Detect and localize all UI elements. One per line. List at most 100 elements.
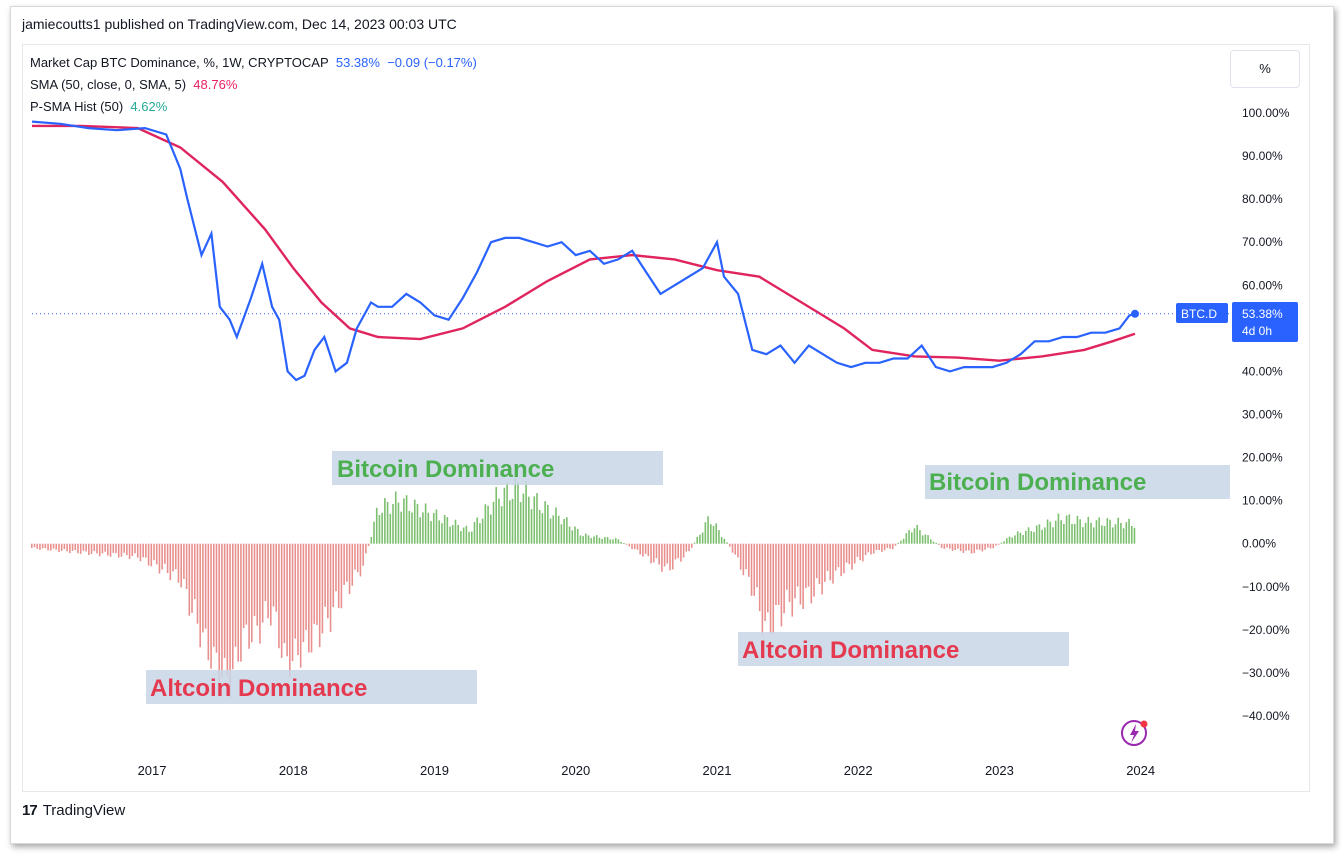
y-tick-label: 80.00% [1242, 192, 1283, 206]
histogram-bar [245, 543, 248, 625]
histogram-bar [468, 531, 470, 544]
histogram-bar [234, 543, 237, 647]
histogram-bar [807, 543, 810, 587]
histogram-bar [416, 503, 419, 544]
histogram-bar [193, 543, 196, 600]
histogram-bar [280, 543, 283, 658]
histogram-bar [590, 538, 593, 544]
publisher-line: jamiecoutts1 published on TradingView.co… [22, 16, 457, 32]
histogram-bar [625, 543, 628, 545]
histogram-bar [685, 543, 688, 552]
histogram-bar [96, 543, 98, 554]
chart-pane[interactable] [22, 44, 1310, 792]
histogram-bar [481, 518, 484, 544]
histogram-bar [473, 522, 476, 544]
histogram-bar [642, 543, 644, 557]
histogram-bar [242, 543, 245, 629]
tradingview-brand[interactable]: 17 TradingView [22, 802, 125, 819]
histogram-bar [862, 543, 864, 562]
percent-scale-button[interactable]: % [1230, 50, 1300, 88]
histogram-bar [633, 543, 636, 550]
histogram-bar [188, 543, 191, 616]
histogram-bar [346, 543, 348, 582]
x-tick-label: 2018 [279, 763, 308, 778]
histogram-bar [1000, 542, 1003, 544]
histogram-bar [77, 543, 79, 554]
histogram-bar [145, 543, 147, 558]
histogram-bar [1035, 525, 1038, 544]
histogram-bar [506, 482, 508, 544]
histogram-bar [541, 513, 544, 544]
histogram-bar [109, 543, 112, 557]
histogram-bar [709, 524, 712, 544]
histogram-bar [221, 543, 223, 678]
histogram-bar [405, 495, 408, 544]
histogram-bar [356, 543, 359, 573]
histogram-bar [579, 535, 582, 544]
histogram-bar [283, 543, 286, 644]
histogram-bar [305, 543, 307, 631]
histogram-bar [897, 542, 899, 544]
histogram-bar [731, 543, 734, 553]
y-tick-label: −10.00% [1242, 580, 1290, 594]
histogram-bar [351, 543, 354, 586]
histogram-bar [900, 540, 902, 544]
histogram-bar [1049, 521, 1052, 544]
histogram-bar [1109, 519, 1111, 544]
histogram-bar [628, 543, 631, 547]
legend-row-price[interactable]: Market Cap BTC Dominance, %, 1W, CRYPTOC… [30, 52, 477, 74]
histogram-bar [544, 501, 546, 544]
histogram-bar [864, 543, 867, 556]
histogram-bar [74, 543, 77, 551]
legend-hist-value: 4.62% [130, 99, 168, 114]
histogram-bar [126, 543, 128, 556]
histogram-bar [1095, 520, 1098, 544]
histogram-bar [1008, 536, 1011, 544]
histogram-bar [948, 543, 951, 549]
histogram-bar [867, 543, 870, 553]
histogram-bar [443, 515, 446, 544]
histogram-bar [1022, 535, 1024, 544]
histogram-bar [739, 543, 742, 570]
histogram-bar [31, 543, 33, 549]
histogram-bar [775, 543, 777, 606]
altcoin-dominance-box-2 [738, 632, 1069, 666]
histogram-bar [381, 512, 383, 544]
histogram-bar [552, 515, 555, 544]
histogram-bar [987, 543, 989, 548]
histogram-bar [264, 543, 267, 602]
histogram-bar [935, 542, 938, 544]
histogram-bar [989, 543, 992, 549]
histogram-bar [202, 543, 204, 633]
histogram-bar [451, 525, 454, 544]
histogram-bar [484, 504, 487, 544]
histogram-bar [503, 487, 506, 544]
histogram-bar [946, 543, 948, 548]
histogram-bar [1011, 537, 1014, 544]
histogram-bar [60, 543, 63, 551]
histogram-bar [813, 543, 815, 597]
histogram-bar [411, 512, 413, 544]
histogram-bar [957, 543, 959, 549]
histogram-bar [196, 543, 199, 624]
histogram-bar [85, 543, 87, 552]
lightning-icon[interactable] [1121, 720, 1148, 746]
histogram-bar [299, 543, 302, 668]
bitcoin-dominance-box-1 [332, 451, 663, 485]
legend-row-sma[interactable]: SMA (50, close, 0, SMA, 5) 48.76% [30, 74, 477, 96]
histogram-bar [1060, 520, 1062, 544]
histogram-bar [1117, 517, 1119, 544]
histogram-bar [1063, 523, 1065, 544]
histogram-bar [354, 543, 356, 570]
histogram-bar [560, 524, 563, 544]
histogram-bar [101, 543, 104, 554]
x-tick-label: 2022 [844, 763, 873, 778]
histogram-bar [837, 543, 840, 568]
histogram-bar [824, 543, 826, 582]
histogram-bar [172, 543, 174, 572]
legend-row-hist[interactable]: P-SMA Hist (50) 4.62% [30, 96, 477, 118]
histogram-bar [430, 521, 432, 544]
histogram-bar [848, 543, 851, 565]
histogram-bar [394, 491, 397, 544]
